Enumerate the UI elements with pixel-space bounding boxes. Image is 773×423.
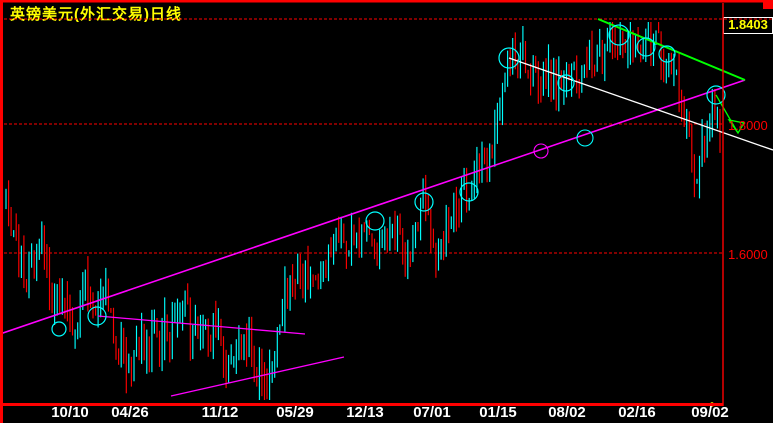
svg-text:1.8000: 1.8000 bbox=[728, 118, 768, 133]
svg-text:07/01: 07/01 bbox=[413, 404, 451, 421]
svg-text:02/16: 02/16 bbox=[618, 404, 656, 421]
svg-text:1.6000: 1.6000 bbox=[728, 247, 768, 262]
svg-text:10/10: 10/10 bbox=[51, 404, 89, 421]
svg-text:09/02: 09/02 bbox=[691, 404, 729, 421]
svg-text:04/26: 04/26 bbox=[111, 404, 149, 421]
svg-text:01/15: 01/15 bbox=[479, 404, 517, 421]
svg-text:12/13: 12/13 bbox=[346, 404, 384, 421]
svg-text:11/12: 11/12 bbox=[202, 404, 239, 421]
svg-text:08/02: 08/02 bbox=[548, 404, 586, 421]
svg-text:05/29: 05/29 bbox=[276, 404, 314, 421]
